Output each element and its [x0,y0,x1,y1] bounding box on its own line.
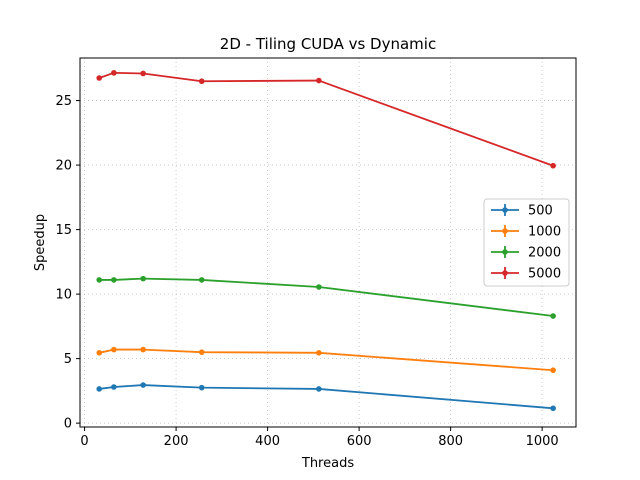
legend-marker [502,228,508,234]
x-tick-label: 1000 [526,434,559,449]
legend-marker [502,270,508,276]
data-point [140,382,146,388]
y-tick-label: 20 [55,159,72,174]
legend-item-5000: 5000 [491,267,561,282]
data-point [550,367,556,374]
x-axis-label: Threads [301,456,354,471]
legend: 500 1000 2000 5000 [483,198,570,287]
grid [80,58,576,427]
y-axis-label: Speedup [33,214,48,271]
x-tick-label: 0 [80,434,88,449]
data-point [96,350,103,356]
legend-marker [502,207,508,213]
data-point [198,277,205,283]
data-point [140,346,146,353]
series-5000 [96,70,556,169]
data-point [140,70,146,77]
x-tick-label: 200 [164,434,189,449]
data-point [111,384,117,390]
data-point [140,275,146,282]
legend-item-500: 500 [491,204,553,219]
data-point [316,350,322,356]
data-point [96,386,103,392]
x-axis-ticks: 0 200 400 600 800 1000 [80,427,559,449]
legend-item-1000: 1000 [491,225,561,240]
legend-label: 5000 [528,267,561,282]
data-point [198,349,205,355]
y-tick-label: 10 [55,288,72,303]
data-point [198,384,205,391]
data-point [550,313,556,319]
data-point [198,78,205,85]
legend-item-2000: 2000 [491,246,561,261]
y-tick-label: 15 [55,223,72,238]
data-point [111,346,117,353]
legend-label: 500 [528,204,553,219]
y-tick-label: 5 [64,352,72,367]
y-tick-label: 0 [64,417,72,432]
series-2000 [96,275,556,319]
legend-label: 2000 [528,246,561,261]
legend-marker [502,249,508,255]
data-point [316,386,322,392]
x-tick-label: 400 [255,434,280,449]
data-point [316,77,322,84]
data-point [96,75,103,81]
series-500 [96,382,556,412]
series-layer [96,70,556,412]
chart-title: 2D - Tiling CUDA vs Dynamic [220,35,436,53]
plot-frame [79,57,577,428]
data-point [111,70,117,76]
data-point [111,277,117,283]
y-axis-ticks: 0 5 10 15 20 25 [55,94,80,432]
legend-box [483,198,570,287]
data-point [316,284,322,290]
data-point [96,277,103,283]
series-1000 [96,346,556,374]
x-tick-label: 800 [438,434,463,449]
legend-label: 1000 [528,225,561,240]
data-point [550,405,556,412]
data-point [550,162,556,169]
y-tick-label: 25 [55,94,72,109]
x-tick-label: 600 [347,434,372,449]
